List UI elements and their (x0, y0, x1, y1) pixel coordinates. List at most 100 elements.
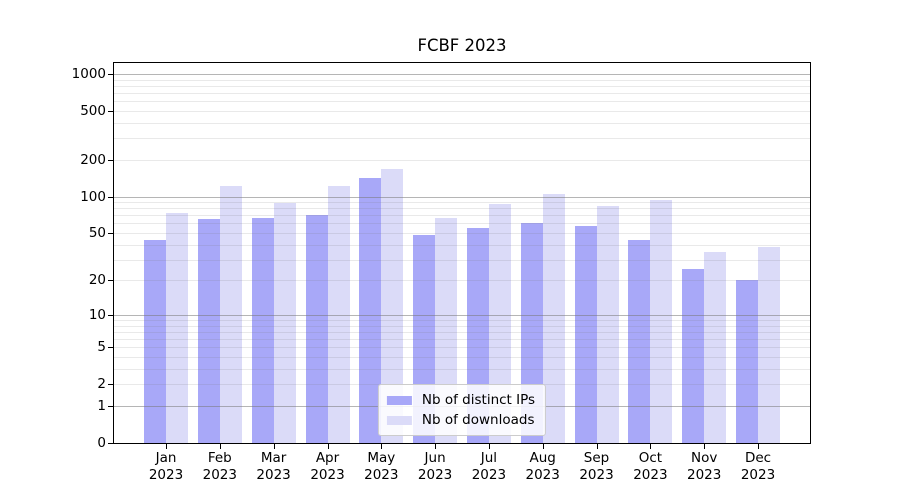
y-tick-mark (108, 196, 113, 198)
x-tick-year: 2023 (202, 467, 237, 483)
y-tick-label: 2 (97, 376, 106, 393)
y-tick-mark (108, 406, 113, 407)
chart-title: FCBF 2023 (417, 36, 507, 55)
x-tick-year: 2023 (148, 467, 184, 483)
y-tick-label: 10 (88, 306, 106, 323)
bar-nb-of-downloads (758, 247, 780, 443)
bar-nb-of-downloads (273, 203, 296, 443)
x-tick-year: 2023 (579, 467, 614, 483)
x-tick-month: Jul (480, 450, 498, 466)
x-tick-label: Jul 2023 (457, 450, 521, 484)
x-tick-month: Aug (529, 450, 556, 466)
x-tick-month: Mar (260, 450, 287, 466)
y-tick-mark (108, 280, 113, 282)
x-tick-month: Oct (638, 450, 663, 466)
y-tick-label: 100 (80, 188, 106, 205)
x-tick-mark (381, 444, 383, 449)
x-tick-month: May (367, 450, 396, 466)
x-tick-mark (488, 444, 490, 449)
bar-nb-of-downloads (219, 185, 242, 443)
plot-area: Nb of distinct IPs Nb of downloads (113, 62, 811, 444)
bar-nb-of-downloads (650, 199, 673, 443)
x-tick-month: Feb (207, 450, 232, 466)
x-tick-label: Apr 2023 (296, 450, 360, 484)
y-tick-mark (108, 110, 113, 112)
x-tick-mark (435, 444, 437, 449)
bar-nb-of-downloads (381, 169, 404, 443)
x-tick-label: May 2023 (349, 450, 413, 484)
x-tick-month: Sep (583, 450, 610, 466)
x-tick-year: 2023 (687, 467, 722, 483)
x-tick-label: Jan 2023 (134, 450, 198, 484)
y-tick-label: 500 (80, 102, 106, 119)
legend-item: Nb of distinct IPs (386, 390, 536, 410)
bar-nb-of-distinct-ips (682, 269, 705, 443)
bar-nb-of-distinct-ips (144, 239, 166, 443)
x-tick-mark (650, 444, 652, 449)
y-tick-mark (108, 384, 113, 386)
x-tick-label: Oct 2023 (618, 450, 682, 484)
x-tick-label: Sep 2023 (565, 450, 629, 484)
y-tick-mark (108, 74, 113, 75)
x-tick-mark (758, 444, 759, 449)
x-tick-mark (166, 444, 167, 449)
legend-item: Nb of downloads (386, 410, 535, 430)
x-tick-mark (542, 444, 544, 449)
x-tick-year: 2023 (633, 467, 668, 483)
bar-nb-of-distinct-ips (628, 239, 651, 443)
x-tick-mark (327, 444, 329, 449)
bar-nb-of-downloads (542, 194, 565, 443)
x-tick-month: Jun (424, 450, 446, 466)
y-tick-mark (108, 443, 113, 444)
x-tick-label: Jun 2023 (403, 450, 467, 484)
bar-nb-of-distinct-ips (574, 226, 597, 443)
x-tick-label: Feb 2023 (188, 450, 252, 484)
legend-item-label: Nb of distinct IPs (421, 392, 536, 408)
y-tick-label: 200 (80, 151, 106, 168)
bar-nb-of-distinct-ips (251, 218, 274, 443)
x-tick-label: Dec 2023 (726, 450, 790, 484)
x-tick-label: Nov 2023 (672, 450, 736, 484)
x-tick-month: Dec (744, 450, 772, 466)
legend-swatch-nb-of-distinct-ips (386, 395, 412, 405)
legend: Nb of distinct IPs Nb of downloads (377, 384, 547, 436)
y-tick-label: 0 (97, 435, 106, 451)
x-tick-year: 2023 (364, 467, 399, 483)
x-tick-year: 2023 (417, 467, 453, 483)
bar-nb-of-downloads (704, 251, 727, 443)
bar-nb-of-downloads (166, 213, 188, 443)
x-tick-label: Aug 2023 (511, 450, 575, 484)
y-tick-mark (108, 314, 113, 316)
bar-nb-of-distinct-ips (197, 219, 220, 443)
y-tick-label: 1 (97, 398, 106, 414)
x-tick-year: 2023 (471, 467, 507, 483)
y-tick-label: 20 (88, 272, 106, 289)
x-tick-month: Jan (155, 450, 177, 466)
legend-item-label: Nb of downloads (421, 412, 535, 428)
y-tick-label: 5 (97, 339, 106, 356)
x-tick-mark (219, 444, 221, 449)
x-tick-year: 2023 (256, 467, 291, 483)
y-tick-mark (108, 233, 113, 234)
x-tick-mark (596, 444, 598, 449)
x-tick-month: Nov (691, 450, 718, 466)
y-tick-mark (108, 159, 113, 161)
x-tick-year: 2023 (310, 467, 345, 483)
bar-nb-of-distinct-ips (305, 214, 328, 443)
y-tick-label: 1000 (71, 66, 106, 82)
x-tick-year: 2023 (525, 467, 560, 483)
y-tick-mark (108, 347, 113, 349)
x-tick-mark (273, 444, 275, 449)
bar-nb-of-downloads (488, 203, 511, 443)
bar-nb-of-distinct-ips (359, 178, 382, 443)
x-tick-month: Apr (315, 450, 340, 466)
bar-nb-of-downloads (596, 206, 619, 443)
y-tick-label: 50 (88, 225, 106, 241)
x-tick-label: Mar 2023 (242, 450, 306, 484)
bar-nb-of-distinct-ips (736, 280, 758, 443)
x-tick-year: 2023 (740, 467, 776, 483)
x-tick-mark (704, 444, 706, 449)
legend-swatch-nb-of-downloads (386, 415, 412, 425)
bar-nb-of-downloads (327, 186, 350, 443)
